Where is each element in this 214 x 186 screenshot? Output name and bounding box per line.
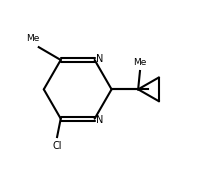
Text: Me: Me xyxy=(27,34,40,44)
Text: N: N xyxy=(95,54,103,64)
Text: Me: Me xyxy=(133,58,147,67)
Text: Cl: Cl xyxy=(52,141,62,151)
Text: N: N xyxy=(95,115,103,125)
